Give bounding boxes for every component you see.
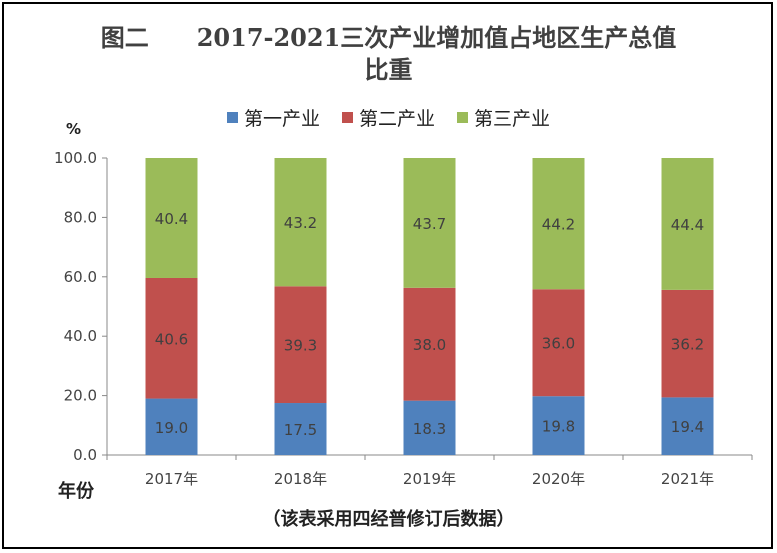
legend-item-primary: 第一产业 [226, 104, 320, 131]
data-label: 18.3 [413, 420, 446, 438]
x-tick-label: 2018年 [274, 470, 327, 488]
y-tick-label: 60.0 [64, 268, 97, 286]
data-label: 40.4 [155, 210, 188, 228]
data-label: 19.0 [155, 419, 188, 437]
data-label: 43.2 [284, 214, 317, 232]
data-label: 43.7 [413, 215, 446, 233]
data-label: 19.8 [542, 418, 575, 436]
chart-note: （该表采用四经普修订后数据） [262, 509, 515, 530]
y-tick-label: 100.0 [54, 149, 97, 167]
data-label: 36.0 [542, 335, 575, 353]
x-tick-label: 2019年 [403, 470, 456, 488]
bar-segment [274, 286, 327, 404]
chart-title-line1: 图二 2017-2021三次产业增加值占地区生产总值 [100, 23, 677, 52]
data-label: 38.0 [413, 336, 446, 354]
bar-segment [532, 158, 585, 290]
legend: 第一产业 第二产业 第三产业 [0, 104, 777, 131]
bar-segment [403, 287, 456, 401]
y-tick-label: 40.0 [64, 327, 97, 345]
x-tick-label: 2017年 [145, 470, 198, 488]
data-label: 17.5 [284, 421, 317, 439]
y-tick-label: 0.0 [73, 446, 97, 464]
bar-segment [145, 277, 198, 399]
bar-segment [661, 397, 714, 455]
bar-segment [403, 158, 456, 288]
legend-swatch-secondary [341, 112, 353, 123]
legend-label-tertiary: 第三产业 [474, 108, 551, 130]
bar-segment [274, 158, 327, 287]
legend-swatch-tertiary [457, 112, 468, 123]
x-tick-label: 2020年 [532, 470, 585, 488]
bar-segment [661, 158, 714, 290]
bar-segment [274, 403, 327, 455]
chart-title-line2: 比重 [364, 55, 413, 84]
x-axis-label: 年份 [58, 481, 94, 502]
y-tick-label: 20.0 [64, 387, 97, 405]
bar-segment [661, 289, 714, 398]
y-axis-label: % [66, 120, 82, 138]
y-tick-label: 80.0 [64, 208, 97, 226]
legend-item-tertiary: 第三产业 [457, 104, 550, 131]
bar-segment [145, 398, 198, 455]
x-tick-label: 2021年 [661, 470, 714, 488]
data-label: 19.4 [671, 418, 704, 436]
bar-segment [532, 396, 585, 455]
data-label: 44.2 [542, 216, 575, 234]
data-label: 44.4 [671, 216, 704, 234]
bar-segment [145, 158, 198, 278]
bar-segment [403, 400, 456, 455]
legend-label-primary: 第一产业 [243, 108, 320, 130]
legend-label-secondary: 第二产业 [358, 108, 435, 130]
data-label: 40.6 [155, 330, 188, 348]
bar-segment [532, 289, 585, 397]
data-label: 39.3 [284, 337, 317, 355]
data-label: 36.2 [671, 336, 704, 354]
legend-swatch-primary [226, 112, 238, 123]
legend-item-secondary: 第二产业 [341, 104, 435, 131]
